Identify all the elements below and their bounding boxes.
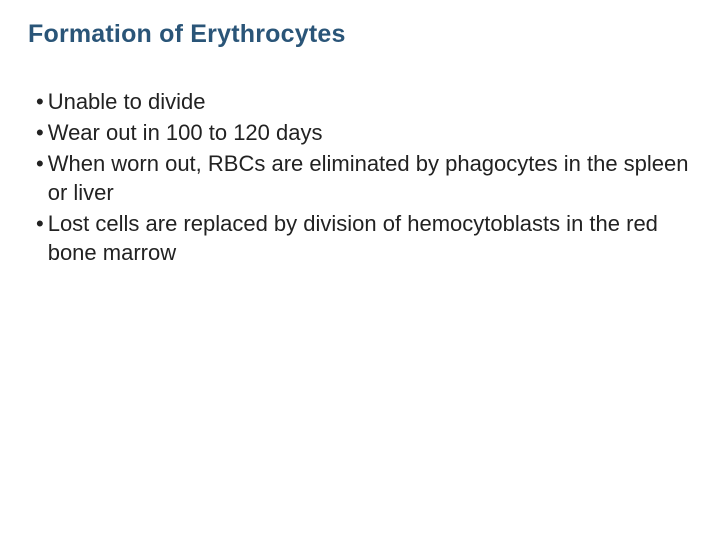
- bullet-marker-icon: •: [36, 87, 48, 116]
- bullet-text: Lost cells are replaced by division of h…: [48, 209, 692, 267]
- bullet-text: Wear out in 100 to 120 days: [48, 118, 692, 147]
- bullet-item: • Unable to divide: [36, 87, 692, 116]
- slide-title: Formation of Erythrocytes: [28, 20, 692, 49]
- bullet-marker-icon: •: [36, 118, 48, 147]
- bullet-item: • Wear out in 100 to 120 days: [36, 118, 692, 147]
- bullet-marker-icon: •: [36, 209, 48, 267]
- bullet-text: Unable to divide: [48, 87, 692, 116]
- bullet-list: • Unable to divide • Wear out in 100 to …: [28, 87, 692, 267]
- bullet-item: • When worn out, RBCs are eliminated by …: [36, 149, 692, 207]
- bullet-item: • Lost cells are replaced by division of…: [36, 209, 692, 267]
- bullet-text: When worn out, RBCs are eliminated by ph…: [48, 149, 692, 207]
- bullet-marker-icon: •: [36, 149, 48, 207]
